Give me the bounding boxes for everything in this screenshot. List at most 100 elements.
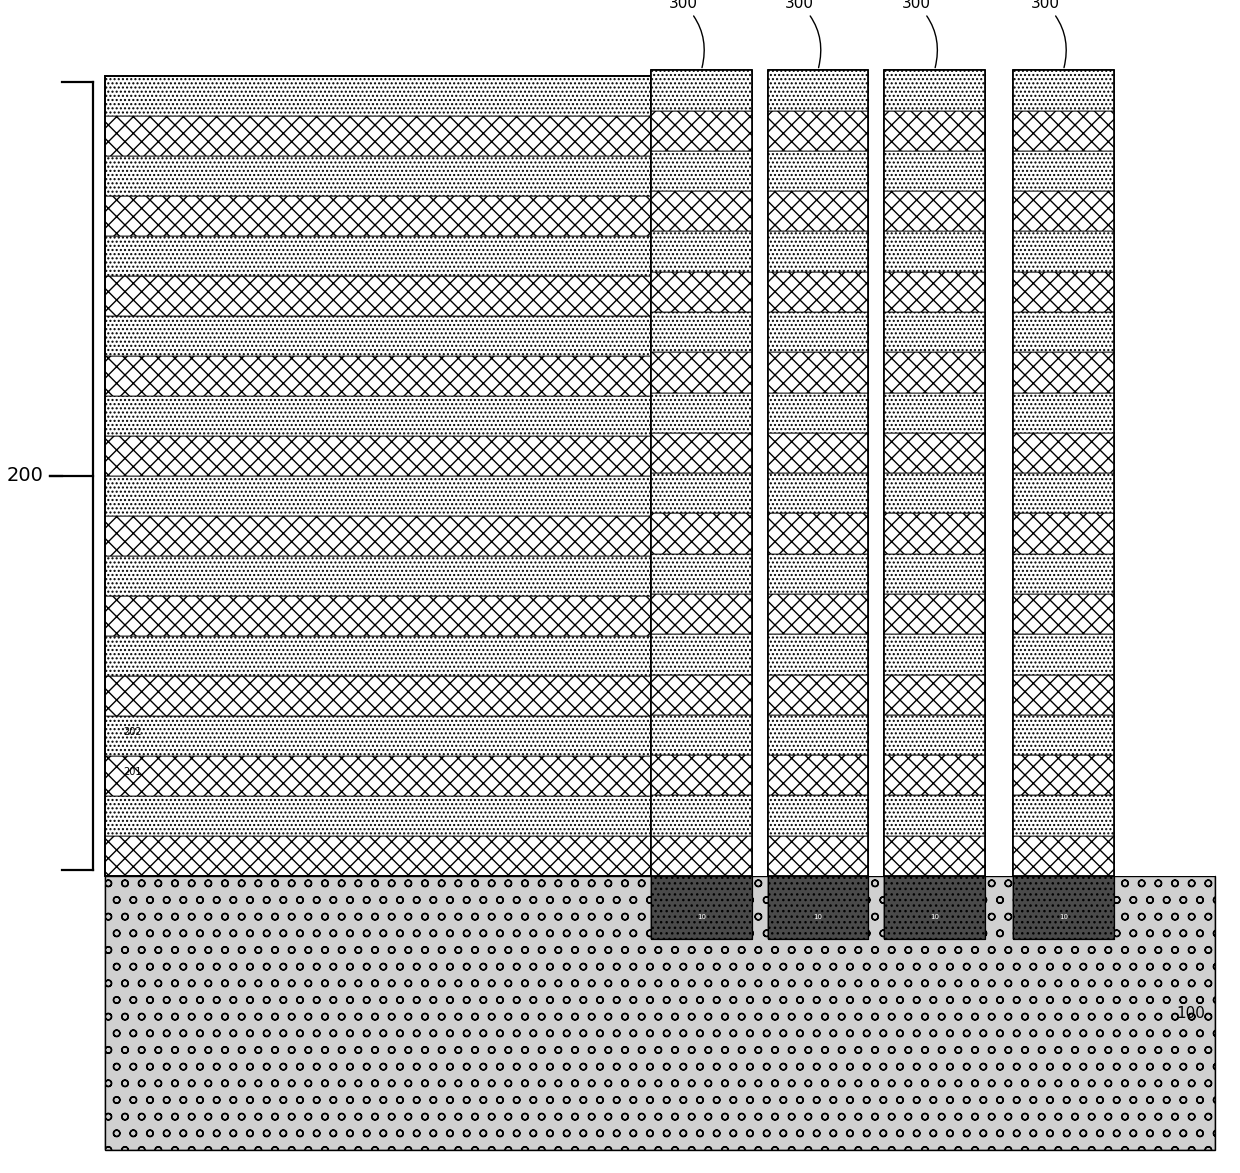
- Bar: [1013, 674, 1114, 714]
- Bar: [651, 151, 751, 191]
- Bar: [768, 393, 868, 433]
- Text: 300: 300: [901, 0, 937, 68]
- Bar: [651, 312, 751, 352]
- Bar: [1013, 514, 1114, 554]
- Bar: [1013, 714, 1114, 755]
- Bar: [651, 110, 751, 151]
- Bar: [1013, 312, 1114, 352]
- Bar: [1013, 110, 1114, 151]
- Bar: [651, 835, 751, 876]
- Bar: [1013, 514, 1114, 554]
- Bar: [884, 876, 985, 938]
- Bar: [884, 635, 985, 674]
- Bar: [651, 755, 751, 795]
- Bar: [768, 110, 868, 151]
- Bar: [1013, 835, 1114, 876]
- Bar: [651, 835, 751, 876]
- Bar: [768, 635, 868, 674]
- Bar: [105, 436, 651, 476]
- Bar: [105, 316, 651, 357]
- Bar: [768, 312, 868, 352]
- Bar: [884, 70, 985, 876]
- Bar: [651, 110, 751, 151]
- Bar: [884, 151, 985, 191]
- Bar: [105, 116, 651, 156]
- Bar: [1013, 191, 1114, 231]
- Bar: [651, 714, 751, 755]
- Bar: [1013, 876, 1114, 938]
- Bar: [651, 110, 751, 151]
- Bar: [105, 116, 651, 156]
- Bar: [1013, 674, 1114, 714]
- Bar: [1013, 231, 1114, 272]
- Bar: [768, 554, 868, 594]
- Bar: [768, 674, 868, 714]
- Bar: [884, 352, 985, 393]
- Bar: [884, 473, 985, 514]
- Bar: [651, 876, 751, 938]
- Bar: [1013, 795, 1114, 835]
- Bar: [884, 110, 985, 151]
- Bar: [884, 674, 985, 714]
- Bar: [1013, 110, 1114, 151]
- Bar: [768, 755, 868, 795]
- Bar: [884, 352, 985, 393]
- Bar: [884, 433, 985, 473]
- Bar: [884, 835, 985, 876]
- Bar: [1013, 151, 1114, 191]
- Bar: [768, 795, 868, 835]
- Bar: [768, 393, 868, 433]
- Bar: [651, 674, 751, 714]
- Bar: [768, 312, 868, 352]
- Bar: [651, 473, 751, 514]
- Bar: [651, 272, 751, 312]
- Bar: [884, 110, 985, 151]
- Bar: [884, 231, 985, 272]
- Bar: [1013, 352, 1114, 393]
- Bar: [651, 795, 751, 835]
- Bar: [105, 276, 651, 316]
- Bar: [884, 70, 985, 876]
- Bar: [884, 554, 985, 594]
- Bar: [884, 835, 985, 876]
- Bar: [1013, 795, 1114, 835]
- Text: 100: 100: [1177, 1005, 1205, 1021]
- Bar: [1013, 272, 1114, 312]
- Bar: [1013, 554, 1114, 594]
- Bar: [1013, 554, 1114, 594]
- Bar: [768, 231, 868, 272]
- Bar: [768, 514, 868, 554]
- Bar: [768, 514, 868, 554]
- Bar: [1013, 110, 1114, 151]
- Bar: [1013, 714, 1114, 755]
- Bar: [768, 312, 868, 352]
- Bar: [768, 674, 868, 714]
- Bar: [105, 796, 651, 836]
- Bar: [768, 110, 868, 151]
- Bar: [768, 191, 868, 231]
- Bar: [884, 755, 985, 795]
- Bar: [884, 473, 985, 514]
- Bar: [105, 396, 651, 436]
- Bar: [105, 596, 651, 636]
- Bar: [1013, 191, 1114, 231]
- Bar: [884, 110, 985, 151]
- Bar: [105, 76, 651, 116]
- Bar: [651, 352, 751, 393]
- Bar: [105, 316, 651, 357]
- Bar: [884, 514, 985, 554]
- Bar: [1013, 514, 1114, 554]
- Bar: [768, 514, 868, 554]
- Bar: [651, 594, 751, 635]
- Text: 10: 10: [1059, 914, 1068, 920]
- Bar: [105, 476, 651, 516]
- Bar: [884, 312, 985, 352]
- Bar: [1013, 433, 1114, 473]
- Bar: [105, 676, 651, 716]
- Bar: [884, 674, 985, 714]
- Bar: [768, 795, 868, 835]
- Bar: [651, 795, 751, 835]
- Bar: [884, 473, 985, 514]
- Bar: [651, 70, 751, 110]
- Bar: [105, 556, 651, 596]
